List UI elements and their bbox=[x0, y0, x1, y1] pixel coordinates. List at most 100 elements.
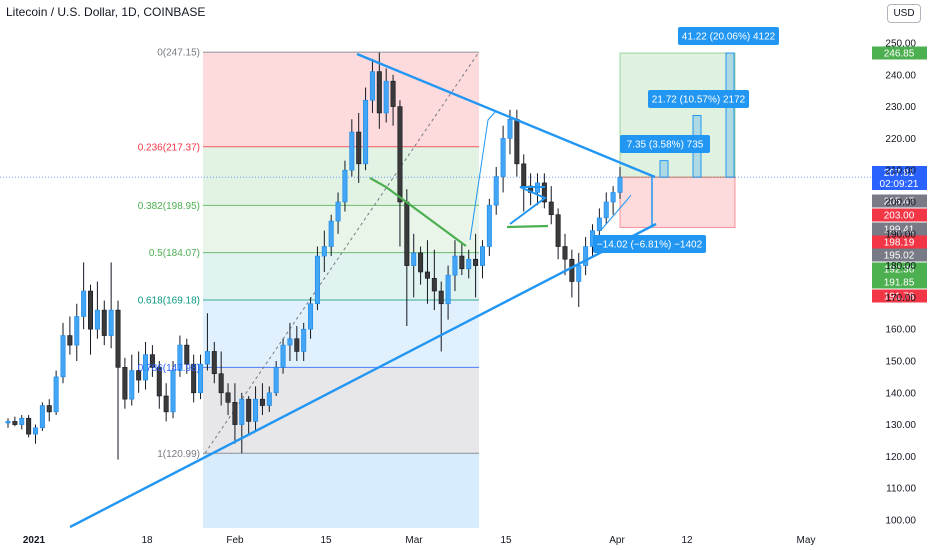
candle-body-down bbox=[191, 363, 197, 394]
candle-body-down bbox=[156, 367, 162, 397]
candle-body-up bbox=[452, 255, 458, 276]
candle-body-down bbox=[521, 163, 527, 187]
candle-body-down bbox=[232, 402, 238, 425]
x-tick-label: 12 bbox=[681, 535, 693, 546]
candle-body-down bbox=[12, 421, 18, 425]
candle bbox=[528, 173, 534, 206]
candle-body-down bbox=[548, 201, 554, 216]
candle-body-up bbox=[301, 328, 307, 352]
candle-body-down bbox=[122, 367, 128, 400]
target-label: 41.22 (20.06%) 4122 bbox=[682, 32, 776, 43]
candle bbox=[122, 357, 128, 409]
candle bbox=[163, 383, 169, 422]
y-tick-label: 180.00 bbox=[885, 261, 916, 272]
candle-body-down bbox=[88, 290, 94, 330]
candle-body-up bbox=[239, 398, 245, 425]
currency-button[interactable]: USD bbox=[887, 4, 921, 23]
price-badge bbox=[872, 194, 927, 208]
candle bbox=[26, 415, 32, 438]
y-tick-label: 130.00 bbox=[885, 420, 916, 431]
candle bbox=[177, 335, 183, 377]
price-badge-label: 207.81 bbox=[884, 168, 915, 179]
candle-body-up bbox=[273, 367, 279, 394]
candle-body-up bbox=[170, 370, 176, 413]
y-tick-label: 200.00 bbox=[885, 198, 916, 209]
candle-body-up bbox=[129, 370, 135, 400]
candle bbox=[156, 361, 162, 409]
candle-body-up bbox=[280, 344, 286, 368]
projection-arrow bbox=[600, 194, 632, 231]
axes-layer: 250.00 240.00 230.00 220.00 210.00 200.00 190.… bbox=[23, 39, 917, 547]
y-tick-label: 160.00 bbox=[885, 325, 916, 336]
candle-body-up bbox=[411, 252, 417, 266]
candle-body-up bbox=[479, 246, 485, 266]
candle bbox=[459, 243, 465, 276]
candle bbox=[583, 236, 589, 276]
candle bbox=[569, 249, 575, 298]
candle bbox=[259, 383, 265, 416]
stop-label-box bbox=[593, 235, 706, 253]
y-tick-label: 190.00 bbox=[885, 229, 916, 240]
candle-body-down bbox=[376, 71, 382, 114]
candle-body-down bbox=[218, 373, 224, 394]
price-badge-label: 199.41 bbox=[884, 225, 915, 236]
candle-body-down bbox=[294, 338, 300, 352]
candle-body-up bbox=[507, 119, 513, 139]
candle bbox=[301, 322, 307, 361]
candle bbox=[60, 322, 66, 384]
candle bbox=[74, 303, 80, 361]
candles-layer bbox=[5, 52, 623, 460]
candle bbox=[411, 233, 417, 298]
candle bbox=[287, 322, 293, 361]
candle-body-down bbox=[514, 119, 520, 165]
candle-body-up bbox=[19, 417, 25, 425]
price-badge-label: 198.19 bbox=[884, 238, 915, 249]
y-tick-label: 140.00 bbox=[885, 388, 916, 399]
target-label: 7.35 (3.58%) 735 bbox=[627, 140, 704, 151]
candle bbox=[445, 265, 451, 320]
candle-body-up bbox=[253, 398, 259, 422]
y-tick-label: 250.00 bbox=[885, 39, 916, 50]
candle bbox=[253, 386, 259, 431]
candle bbox=[232, 383, 238, 444]
fib-zone bbox=[203, 252, 479, 301]
candle bbox=[356, 112, 362, 183]
candle bbox=[225, 383, 231, 416]
candle bbox=[424, 240, 430, 304]
price-badge bbox=[872, 46, 927, 60]
candle-body-up bbox=[383, 80, 389, 114]
green-correction-line bbox=[369, 177, 467, 247]
candle-body-down bbox=[404, 201, 410, 266]
y-tick-label: 220.00 bbox=[885, 134, 916, 145]
candle bbox=[479, 240, 485, 279]
candle bbox=[19, 415, 25, 430]
candle bbox=[170, 361, 176, 419]
candle bbox=[115, 300, 121, 460]
candle-body-up bbox=[33, 427, 39, 435]
candle bbox=[321, 230, 327, 272]
candle-body-down bbox=[67, 335, 73, 346]
candle-body-up bbox=[617, 176, 623, 193]
target-label: 21.72 (10.57%) 2172 bbox=[652, 95, 746, 106]
target-label-box bbox=[620, 135, 710, 153]
candle bbox=[500, 125, 506, 193]
fib-trend-dashed-line bbox=[204, 51, 480, 454]
flag-pattern-lines bbox=[509, 186, 547, 225]
candle-body-up bbox=[94, 309, 100, 330]
y-tick-label: 100.00 bbox=[885, 516, 916, 527]
y-tick-label: 170.00 bbox=[885, 293, 916, 304]
price-badge-label: 191.78 bbox=[884, 292, 915, 303]
fib-level-label: 0.5(184.07) bbox=[149, 248, 200, 259]
y-tick-label: 110.00 bbox=[886, 484, 916, 495]
candle bbox=[5, 418, 11, 428]
candle bbox=[239, 392, 245, 454]
candle-body-up bbox=[81, 290, 87, 317]
x-tick-label: Feb bbox=[226, 535, 244, 546]
candle bbox=[493, 167, 499, 215]
candle bbox=[369, 58, 375, 113]
y-tick-label: 240.00 bbox=[885, 70, 916, 81]
symbol-title: Litecoin / U.S. Dollar, 1D, COINBASE bbox=[6, 5, 206, 19]
fib-level-label: 0(247.15) bbox=[157, 48, 200, 59]
candle bbox=[33, 424, 39, 444]
